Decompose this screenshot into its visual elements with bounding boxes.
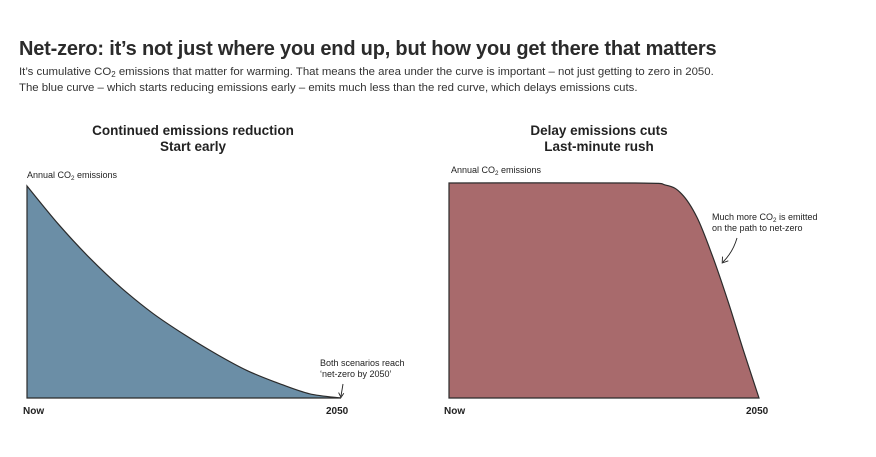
left-emissions-area xyxy=(26,184,342,399)
subtitle-line1-a: It’s cumulative CO xyxy=(19,66,112,78)
left-annotation: Both scenarios reach ‘net-zero by 2050’ xyxy=(320,358,405,379)
left-annotation-arrowhead xyxy=(338,392,345,399)
right-ylabel-b: emissions xyxy=(498,165,542,175)
right-emissions-area xyxy=(448,182,760,399)
right-annotation-arrow xyxy=(722,237,738,263)
right-annotation-line1-a: Much more CO xyxy=(712,212,774,222)
left-annotation-line2: ‘net-zero by 2050’ xyxy=(320,368,392,379)
right-chart-title-main: Delay emissions cuts xyxy=(530,123,668,138)
right-ylabel-sub: 2 xyxy=(495,170,499,177)
right-x-tick-now: Now xyxy=(444,406,466,417)
right-chart-title: Delay emissions cuts Last-minute rush xyxy=(530,123,667,155)
right-chart-title-sub: Last-minute rush xyxy=(544,139,654,154)
subtitle-line1-sub: 2 xyxy=(111,70,116,79)
left-annotation-arrow xyxy=(340,383,344,397)
page-title: Net-zero: it’s not just where you end up… xyxy=(19,38,717,60)
left-ylabel-b: emissions xyxy=(74,170,118,180)
left-annotation-line1: Both scenarios reach xyxy=(320,358,405,368)
subtitle-line1-b: emissions that matter for warming. That … xyxy=(115,66,714,78)
right-annotation-line1-b: is emitted xyxy=(776,212,818,222)
left-chart-title-sub: Start early xyxy=(159,139,227,154)
left-y-axis-label: Annual CO2 emissions xyxy=(27,170,118,182)
left-x-tick-now: Now xyxy=(23,406,45,417)
right-ylabel-a: Annual CO xyxy=(451,165,496,175)
left-x-tick-2050: 2050 xyxy=(326,406,349,417)
right-annotation: Much more CO2 is emitted on the path to … xyxy=(712,212,818,233)
left-ylabel-sub: 2 xyxy=(71,175,75,182)
right-annotation-line1-sub: 2 xyxy=(773,217,777,224)
left-chart-title-main: Continued emissions reduction xyxy=(92,123,294,138)
left-chart-title: Continued emissions reduction Start earl… xyxy=(92,123,294,155)
right-annotation-arrowhead xyxy=(721,256,729,264)
left-ylabel-a: Annual CO xyxy=(27,170,72,180)
right-x-tick-2050: 2050 xyxy=(746,406,769,417)
right-y-axis-label: Annual CO2 emissions xyxy=(451,165,542,177)
page-subtitle: It’s cumulative CO2 emissions that matte… xyxy=(19,65,714,96)
subtitle-line2: The blue curve – which starts reducing e… xyxy=(19,81,638,94)
right-annotation-line2: on the path to net-zero xyxy=(712,222,803,233)
